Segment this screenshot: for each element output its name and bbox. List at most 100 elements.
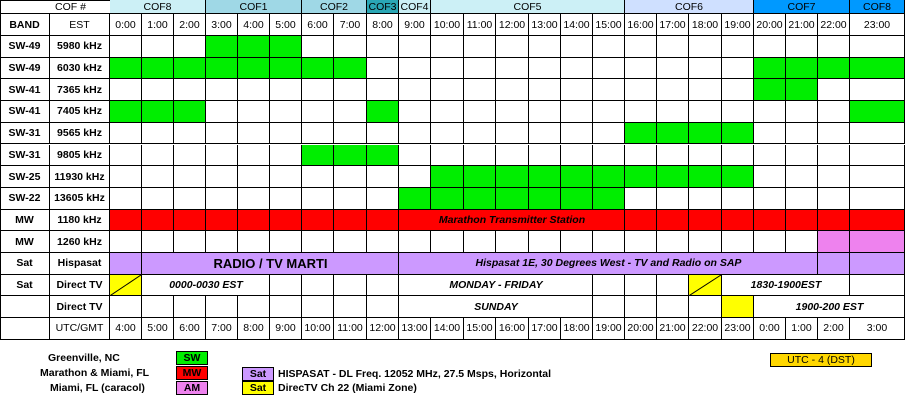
schedule-slot — [110, 231, 142, 253]
schedule-slot — [142, 209, 174, 232]
schedule-slot — [238, 101, 270, 123]
schedule-slot — [529, 166, 561, 188]
freq-cell: 7365 kHz — [50, 79, 110, 102]
schedule-slot — [464, 166, 496, 188]
schedule-slot — [850, 101, 905, 123]
schedule-slot — [722, 296, 754, 319]
schedule-slot — [818, 101, 850, 123]
schedule-slot — [367, 101, 399, 123]
schedule-slot — [593, 144, 625, 167]
schedule-slot — [496, 144, 529, 167]
est-hour: 11:00 — [464, 14, 496, 36]
schedule-slot — [431, 57, 464, 80]
schedule-slot — [206, 296, 238, 319]
schedule-slot — [722, 79, 754, 102]
schedule-slot — [657, 122, 689, 145]
schedule-slot — [593, 101, 625, 123]
schedule-slot — [367, 166, 399, 188]
cof-group: COF6 — [625, 0, 754, 14]
band-cell: SW-31 — [0, 122, 50, 145]
schedule-slot — [657, 36, 689, 58]
est-hour: 8:00 — [367, 14, 399, 36]
schedule-slot — [464, 144, 496, 167]
schedule-slot — [142, 101, 174, 123]
schedule-slot — [625, 79, 657, 102]
schedule-slot — [496, 187, 529, 210]
schedule-slot — [561, 166, 593, 188]
schedule-slot — [850, 209, 905, 232]
schedule-slot — [625, 122, 657, 145]
schedule-slot — [529, 144, 561, 167]
schedule-slot — [270, 296, 302, 319]
schedule-slot — [754, 57, 786, 80]
schedule-slot — [657, 209, 689, 232]
schedule-slot — [110, 209, 142, 232]
freq-cell: 5980 kHz — [50, 36, 110, 58]
schedule-slot — [110, 79, 142, 102]
schedule-slot — [270, 79, 302, 102]
cof-group: COF7 — [754, 0, 850, 14]
schedule-slot — [561, 79, 593, 102]
est-hour: 18:00 — [689, 14, 722, 36]
schedule-slot — [110, 144, 142, 167]
schedule-slot — [754, 209, 786, 232]
schedule-slot — [142, 57, 174, 80]
schedule-slot — [561, 296, 593, 319]
hispasat-sap-label: Hispasat 1E, 30 Degrees West - TV and Ra… — [400, 253, 817, 274]
schedule-slot — [142, 79, 174, 102]
schedule-slot — [302, 231, 334, 253]
schedule-slot — [302, 274, 334, 297]
diagonal-slash-mark — [110, 274, 142, 296]
schedule-slot — [206, 57, 238, 80]
freq-cell: 11930 kHz — [50, 166, 110, 188]
utc-label: UTC/GMT — [50, 318, 110, 340]
radio-tv-marti-label: RADIO / TV MARTI — [143, 253, 398, 274]
schedule-slot — [110, 122, 142, 145]
est-hour: 4:00 — [238, 14, 270, 36]
schedule-slot — [174, 57, 206, 80]
est-hour: 13:00 — [529, 14, 561, 36]
dtv-sunday: SUNDAY — [400, 296, 592, 318]
schedule-slot — [786, 79, 818, 102]
schedule-slot — [657, 296, 689, 319]
schedule-slot — [238, 144, 270, 167]
utc-hour: 6:00 — [174, 318, 206, 340]
schedule-slot — [238, 209, 270, 232]
schedule-slot — [110, 274, 142, 297]
freq-cell: 9805 kHz — [50, 144, 110, 167]
schedule-slot — [431, 36, 464, 58]
schedule-slot — [593, 36, 625, 58]
utc-hour: 8:00 — [238, 318, 270, 340]
schedule-slot — [786, 36, 818, 58]
utc-hour: 18:00 — [561, 318, 593, 340]
schedule-slot — [625, 231, 657, 253]
schedule-slot — [238, 166, 270, 188]
freq-cell: 1180 kHz — [50, 209, 110, 232]
diagonal-slash-mark — [689, 274, 722, 296]
schedule-slot — [593, 187, 625, 210]
dtv-time-1900: 1900-200 EST — [755, 296, 904, 318]
schedule-slot — [302, 36, 334, 58]
legend-hispasat: HISPASAT - DL Freq. 12052 MHz, 27.5 Msps… — [278, 368, 552, 380]
schedule-slot — [593, 57, 625, 80]
schedule-slot — [529, 101, 561, 123]
schedule-slot — [270, 209, 302, 232]
schedule-slot — [431, 144, 464, 167]
schedule-slot — [431, 79, 464, 102]
schedule-slot — [270, 231, 302, 253]
utc-blank — [0, 318, 50, 340]
schedule-slot — [367, 57, 399, 80]
freq-cell: 13605 kHz — [50, 187, 110, 210]
schedule-slot — [722, 144, 754, 167]
schedule-slot — [786, 144, 818, 167]
schedule-slot — [850, 187, 905, 210]
schedule-slot — [529, 36, 561, 58]
schedule-slot — [206, 209, 238, 232]
schedule-slot — [850, 57, 905, 80]
schedule-slot — [464, 36, 496, 58]
est-hour: 17:00 — [657, 14, 689, 36]
schedule-slot — [464, 231, 496, 253]
schedule-slot — [689, 36, 722, 58]
est-hour: 15:00 — [593, 14, 625, 36]
schedule-slot — [206, 101, 238, 123]
